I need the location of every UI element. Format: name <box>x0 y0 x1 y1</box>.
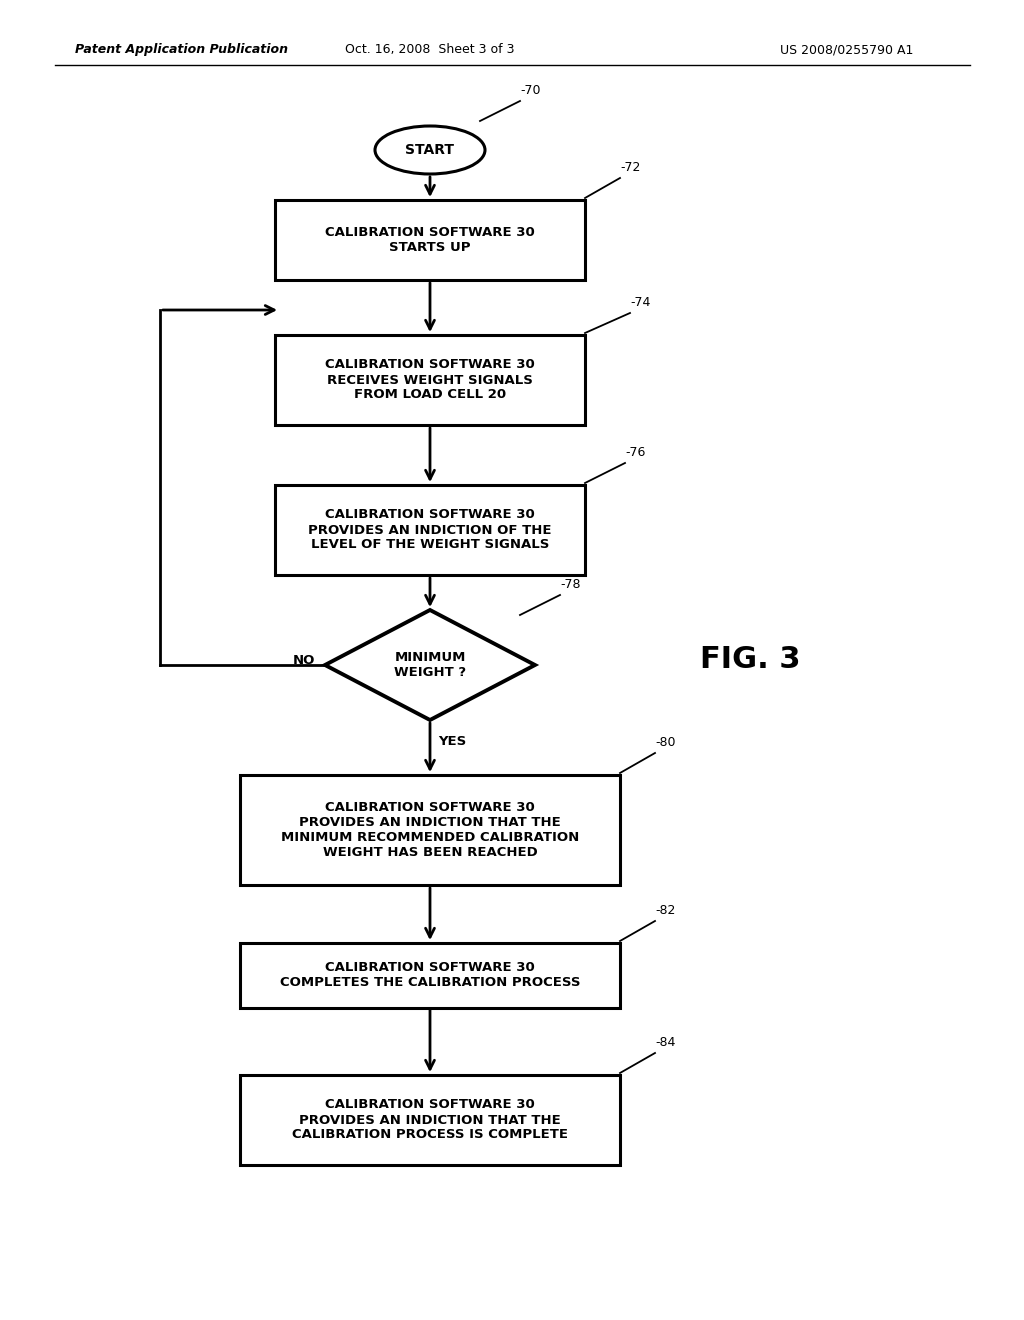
Text: FIG. 3: FIG. 3 <box>699 645 800 675</box>
Text: -84: -84 <box>655 1036 676 1049</box>
Text: CALIBRATION SOFTWARE 30
PROVIDES AN INDICTION THAT THE
MINIMUM RECOMMENDED CALIB: CALIBRATION SOFTWARE 30 PROVIDES AN INDI… <box>281 801 580 859</box>
Text: NO: NO <box>293 653 315 667</box>
Text: YES: YES <box>438 735 466 748</box>
FancyBboxPatch shape <box>275 201 585 280</box>
Text: CALIBRATION SOFTWARE 30
PROVIDES AN INDICTION OF THE
LEVEL OF THE WEIGHT SIGNALS: CALIBRATION SOFTWARE 30 PROVIDES AN INDI… <box>308 508 552 552</box>
FancyBboxPatch shape <box>240 775 620 884</box>
Ellipse shape <box>375 125 485 174</box>
Text: Oct. 16, 2008  Sheet 3 of 3: Oct. 16, 2008 Sheet 3 of 3 <box>345 44 515 57</box>
Text: CALIBRATION SOFTWARE 30
PROVIDES AN INDICTION THAT THE
CALIBRATION PROCESS IS CO: CALIBRATION SOFTWARE 30 PROVIDES AN INDI… <box>292 1098 568 1142</box>
Text: -76: -76 <box>625 446 645 459</box>
Text: -78: -78 <box>560 578 581 591</box>
Text: -72: -72 <box>620 161 640 174</box>
Text: -80: -80 <box>655 737 676 748</box>
FancyBboxPatch shape <box>275 335 585 425</box>
Text: CALIBRATION SOFTWARE 30
RECEIVES WEIGHT SIGNALS
FROM LOAD CELL 20: CALIBRATION SOFTWARE 30 RECEIVES WEIGHT … <box>326 359 535 401</box>
Text: CALIBRATION SOFTWARE 30
COMPLETES THE CALIBRATION PROCESS: CALIBRATION SOFTWARE 30 COMPLETES THE CA… <box>280 961 581 989</box>
FancyBboxPatch shape <box>240 942 620 1007</box>
FancyBboxPatch shape <box>240 1074 620 1166</box>
Text: Patent Application Publication: Patent Application Publication <box>75 44 288 57</box>
Text: CALIBRATION SOFTWARE 30
STARTS UP: CALIBRATION SOFTWARE 30 STARTS UP <box>326 226 535 253</box>
Text: US 2008/0255790 A1: US 2008/0255790 A1 <box>780 44 913 57</box>
Text: START: START <box>406 143 455 157</box>
FancyBboxPatch shape <box>275 484 585 576</box>
Text: -70: -70 <box>520 84 541 96</box>
Text: -82: -82 <box>655 904 676 917</box>
Text: -74: -74 <box>630 296 650 309</box>
Text: MINIMUM
WEIGHT ?: MINIMUM WEIGHT ? <box>394 651 466 678</box>
Polygon shape <box>325 610 535 719</box>
